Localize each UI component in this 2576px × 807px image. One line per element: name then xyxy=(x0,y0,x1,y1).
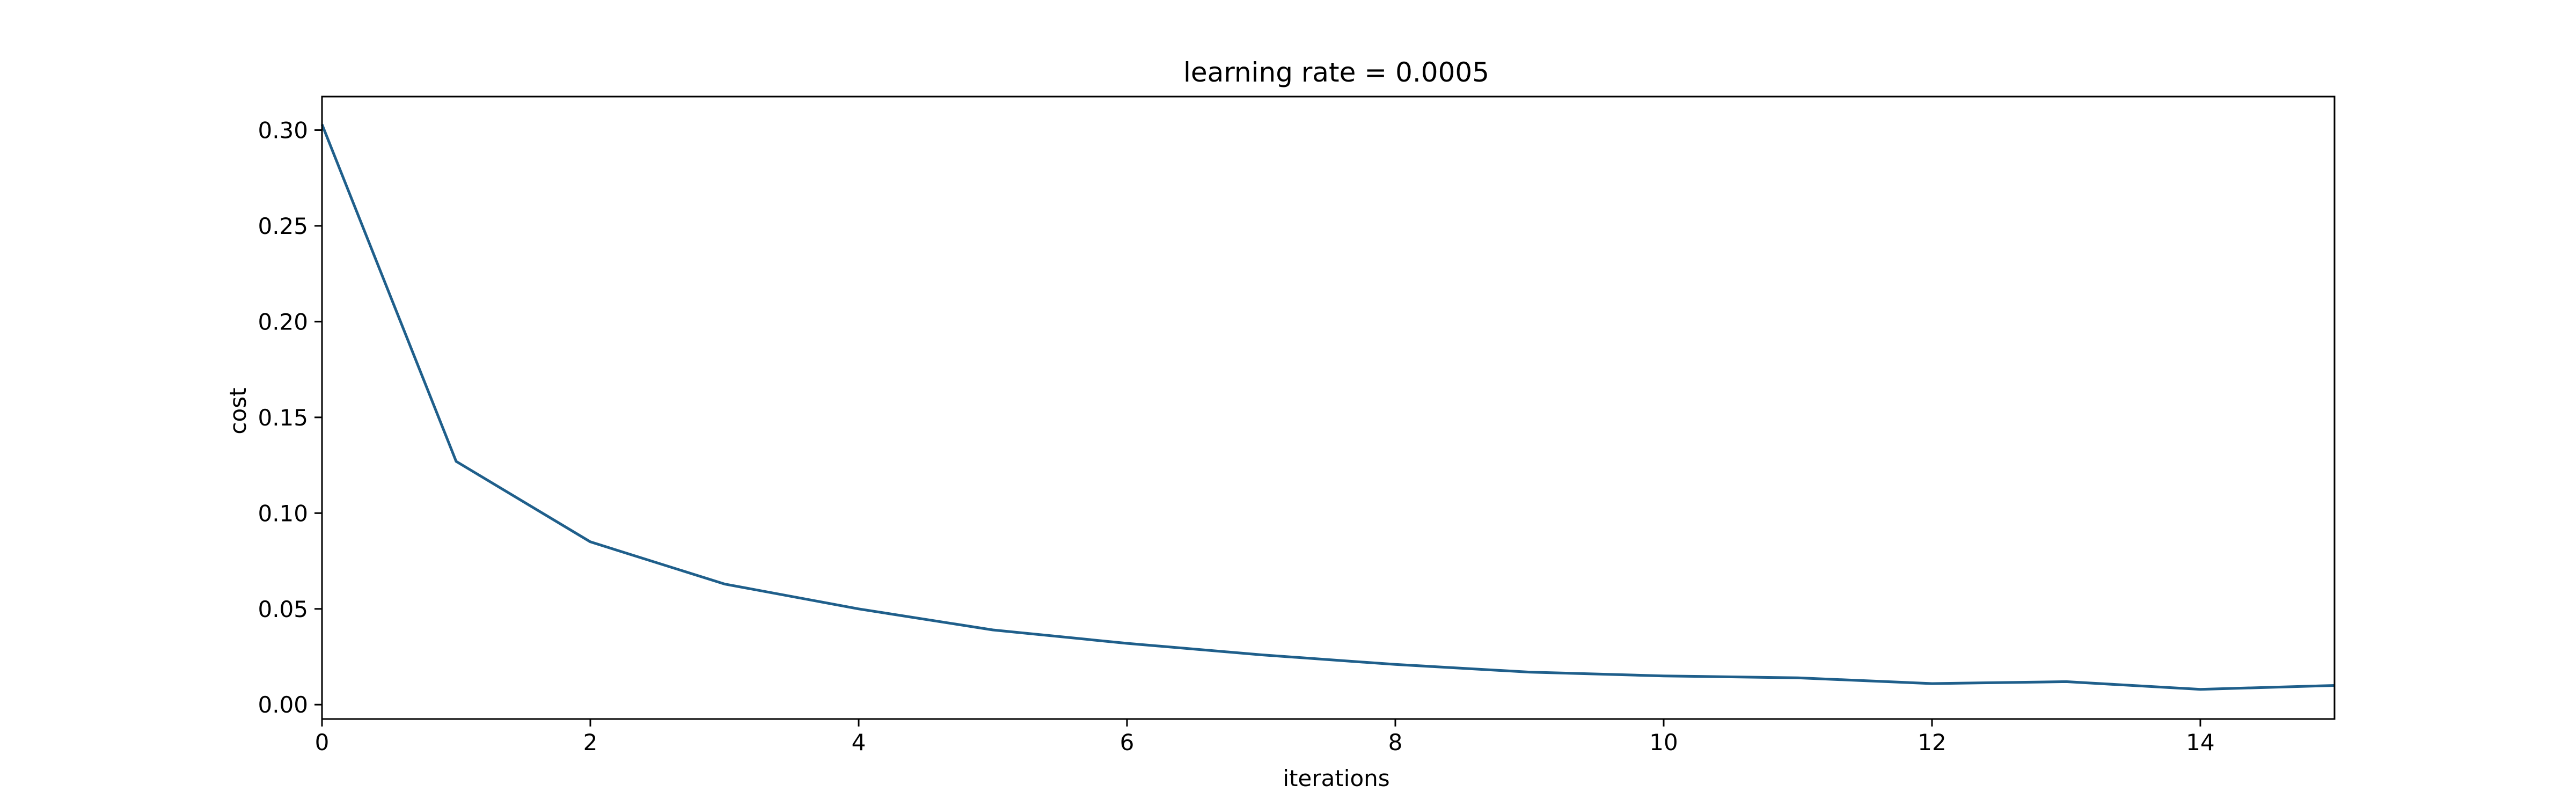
x-tick-label: 10 xyxy=(1649,729,1678,755)
y-tick-label: 0.10 xyxy=(258,500,308,526)
x-tick-label: 12 xyxy=(1918,729,1946,755)
x-tick-label: 6 xyxy=(1120,729,1135,755)
series-line-0 xyxy=(320,123,2335,691)
plot-frame xyxy=(321,96,2336,720)
x-tick-label: 14 xyxy=(2186,729,2214,755)
x-tick-label: 2 xyxy=(583,729,598,755)
y-tick-label: 0.00 xyxy=(258,692,308,718)
y-tick-label: 0.05 xyxy=(258,596,308,622)
y-tick-label: 0.25 xyxy=(258,213,308,239)
y-tick-label: 0.15 xyxy=(258,405,308,431)
chart-title: learning rate = 0.0005 xyxy=(1183,57,1489,88)
plot-area xyxy=(320,96,2336,720)
x-axis-label: iterations xyxy=(1283,765,1389,791)
y-axis-ticks: 0.00 0.05 0.10 0.15 0.20 0.25 0.30 xyxy=(258,117,322,718)
y-tick-label: 0.20 xyxy=(258,309,308,335)
x-tick-label: 8 xyxy=(1388,729,1403,755)
x-axis-ticks: 0 2 4 6 8 10 12 14 xyxy=(315,719,2215,755)
y-axis-label: cost xyxy=(225,387,251,434)
y-tick-label: 0.30 xyxy=(258,117,308,143)
x-tick-label: 4 xyxy=(852,729,866,755)
x-tick-label: 0 xyxy=(315,729,330,755)
